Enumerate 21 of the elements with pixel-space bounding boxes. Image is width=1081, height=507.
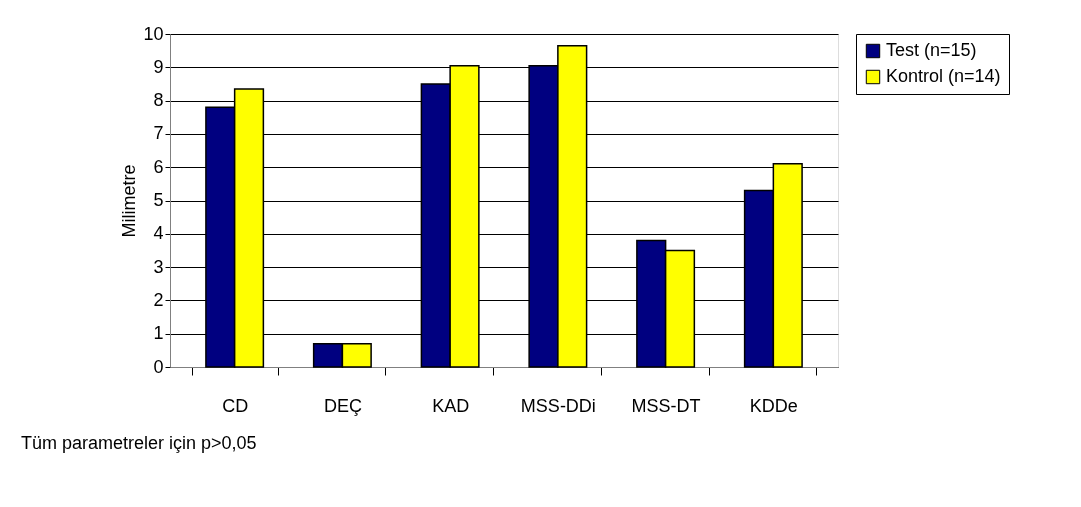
y-tick-label: 2 — [153, 289, 164, 310]
x-tick-label: MSS-DDi — [520, 395, 596, 416]
y-tick-label: 6 — [153, 156, 164, 177]
y-tick-label: 10 — [143, 23, 164, 44]
y-tick-label: 0 — [153, 356, 164, 377]
x-tick-label: KAD — [432, 395, 470, 416]
y-tick-label: 7 — [153, 123, 164, 144]
x-tick-label: MSS-DT — [631, 395, 701, 416]
legend-label: Test (n=15) — [886, 40, 977, 60]
y-tick-label: 5 — [153, 190, 164, 210]
y-tick-label: 3 — [153, 256, 164, 277]
x-tick-label: CD — [222, 395, 249, 416]
y-tick-label: 8 — [153, 90, 164, 111]
x-tick-label: DEÇ — [323, 395, 362, 416]
y-tick-label: 9 — [153, 56, 164, 77]
y-tick-label: 1 — [153, 323, 164, 344]
y-tick-label: 4 — [153, 223, 164, 244]
legend-label: Kontrol (n=14) — [886, 66, 1001, 86]
x-tick-label: KDDe — [749, 395, 798, 416]
y-axis-title: Milimetre — [119, 164, 140, 238]
text: Tüm parametreler için p>0,05 — [20, 433, 257, 453]
